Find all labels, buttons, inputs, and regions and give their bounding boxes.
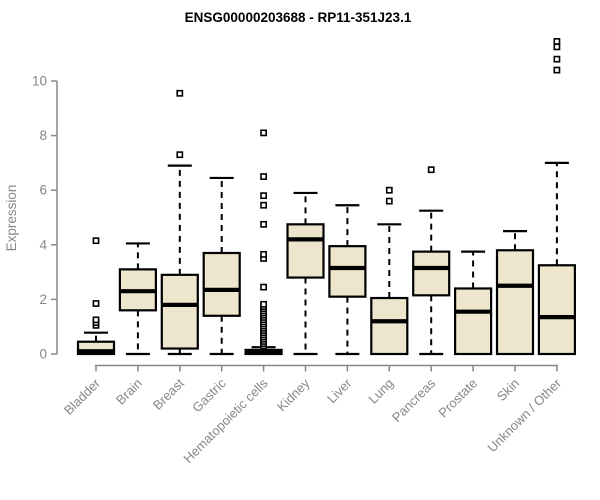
box-rect: [412, 250, 451, 297]
outlier-point: [260, 250, 267, 258]
outlier-point: [260, 129, 267, 137]
box-rect: [370, 296, 409, 356]
box-rect: [495, 249, 535, 356]
outlier-point: [92, 300, 100, 307]
outlier-point: [385, 197, 393, 205]
y-tick-label: 2: [39, 292, 47, 307]
x-category-label: Skin: [494, 376, 522, 404]
box-kidney: [286, 191, 325, 356]
y-tick-label: 10: [32, 74, 47, 89]
box-lung: [370, 186, 409, 356]
outlier-point: [553, 55, 561, 63]
outlier-point: [260, 173, 267, 180]
outlier-point: [176, 151, 184, 159]
outlier-point: [92, 237, 100, 245]
outlier-point: [260, 300, 267, 308]
box-rect: [160, 273, 199, 350]
y-tick-label: 4: [39, 237, 47, 252]
y-tick-label: 6: [39, 183, 47, 198]
outlier-point: [385, 186, 393, 194]
box-liver: [328, 204, 367, 356]
x-category-label: Brain: [113, 376, 145, 408]
chart-title: ENSG00000203688 - RP11-351J23.1: [185, 10, 412, 25]
x-category-label: Gastric: [189, 375, 229, 415]
x-category-label: Prostate: [435, 376, 480, 421]
outlier-point: [176, 89, 184, 97]
box-unknown-other: [537, 38, 577, 356]
outlier-point: [553, 38, 561, 45]
y-axis-label: Expression: [4, 185, 19, 252]
box-brain: [118, 242, 158, 356]
x-category-label: Bladder: [61, 375, 104, 418]
x-category-label: Kidney: [274, 375, 313, 414]
box-rect: [454, 287, 493, 356]
outlier-point: [553, 66, 561, 74]
outlier-point: [260, 192, 267, 200]
box-rect: [286, 223, 325, 279]
box-rect: [537, 264, 577, 356]
x-category-label: Lung: [365, 376, 396, 407]
outlier-point: [553, 43, 561, 51]
y-tick-label: 8: [39, 128, 47, 143]
box-series: [76, 38, 577, 356]
box-rect: [328, 245, 367, 298]
box-prostate: [454, 250, 493, 356]
outlier-point: [260, 201, 267, 209]
x-category-label: Breast: [150, 375, 187, 412]
box-skin: [495, 230, 535, 356]
outlier-point: [92, 316, 100, 324]
box-gastric: [202, 176, 241, 356]
box-bladder: [76, 237, 116, 356]
outlier-point: [427, 166, 435, 174]
x-category-label: Liver: [324, 375, 355, 406]
x-category-label: Pancreas: [389, 375, 439, 425]
box-rect: [202, 251, 241, 317]
box-hematopoietic-cells: [244, 129, 283, 356]
outlier-point: [260, 283, 267, 291]
box-breast: [160, 89, 199, 356]
box-pancreas: [412, 166, 451, 356]
x-category-label: Unknown / Other: [484, 375, 564, 455]
outlier-point: [260, 220, 267, 228]
y-tick-label: 0: [39, 347, 47, 362]
